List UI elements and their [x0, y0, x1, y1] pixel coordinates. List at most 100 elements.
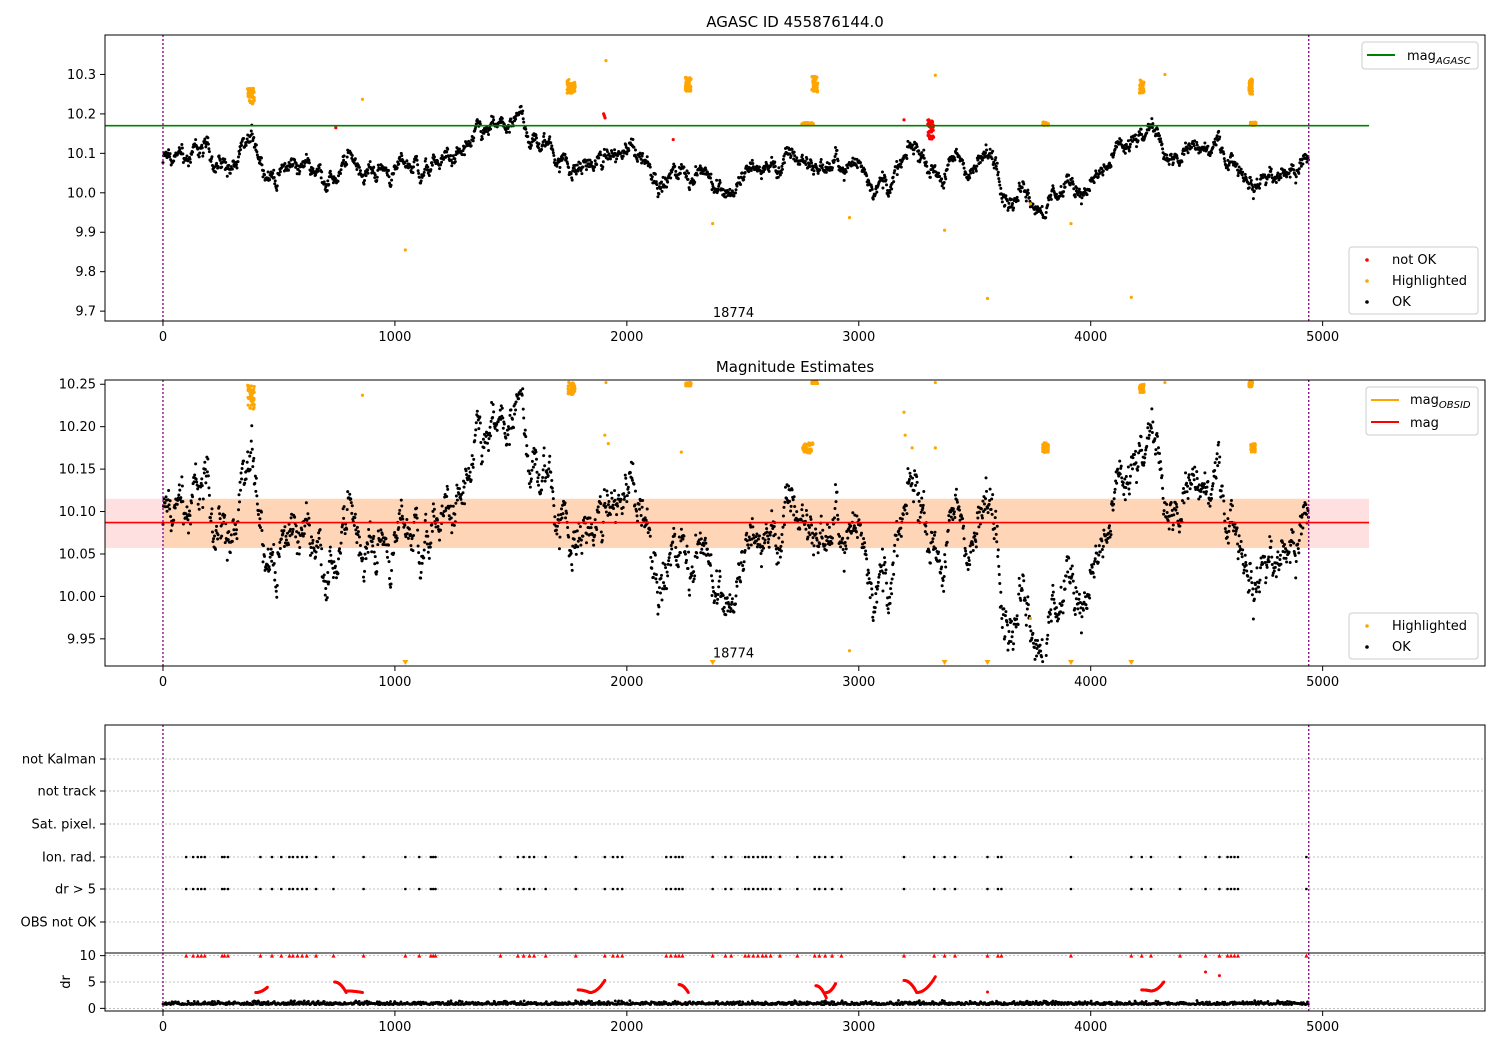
ok-point [980, 514, 984, 518]
ok-point [164, 495, 168, 499]
ok-point [811, 536, 815, 540]
ok-point [910, 481, 914, 485]
ok-point [976, 158, 980, 162]
ok-point [181, 160, 185, 164]
ok-point [343, 532, 347, 536]
ok-point [1010, 635, 1014, 639]
ok-point [1135, 480, 1139, 484]
ok-point [1240, 552, 1244, 556]
ok-point [400, 514, 404, 518]
ok-point [855, 536, 859, 540]
ok-point [667, 556, 671, 560]
ok-point [237, 508, 241, 512]
ok-point [1034, 642, 1038, 646]
ok-point [1024, 195, 1028, 199]
ok-point [429, 541, 433, 545]
ok-point [283, 162, 287, 166]
ok-point [992, 166, 996, 170]
ok-point [976, 516, 980, 520]
ok-point [654, 573, 658, 577]
ok-point [868, 596, 872, 600]
ok-point [1048, 612, 1052, 616]
ok-point [638, 507, 642, 511]
ok-point [974, 539, 978, 543]
ok-point [928, 175, 932, 179]
ok-point [650, 175, 654, 179]
ok-point [324, 586, 328, 590]
ok-point [288, 534, 292, 538]
ok-point [168, 507, 172, 511]
ok-point [1108, 535, 1112, 539]
not-ok-point [927, 120, 931, 125]
ok-point [871, 197, 875, 201]
ok-point [1150, 117, 1154, 121]
ok-point [423, 167, 427, 171]
ok-point [447, 514, 451, 518]
ok-point [1075, 590, 1079, 594]
ok-point [1187, 476, 1191, 480]
ok-point [599, 153, 603, 157]
ok-point [1172, 513, 1176, 517]
ok-point [412, 165, 416, 169]
ok-point [978, 160, 982, 164]
ok-point [982, 502, 986, 506]
ok-point [599, 502, 603, 506]
highlighted-point [568, 82, 572, 86]
ok-point [589, 526, 593, 530]
ok-point [941, 578, 945, 582]
ok-point [745, 531, 749, 535]
highlighted-point [403, 248, 407, 252]
ok-point [239, 471, 243, 475]
ok-point [388, 181, 392, 185]
ok-point [167, 148, 171, 152]
ok-point [994, 164, 998, 168]
ok-point [985, 489, 989, 493]
x-tick-label: 3000 [842, 330, 875, 345]
ok-point [1215, 452, 1219, 456]
ok-point [789, 509, 793, 513]
ok-point [258, 158, 262, 162]
ok-point [980, 158, 984, 162]
ok-point [1122, 493, 1126, 497]
ok-point [1000, 617, 1004, 621]
ok-point [977, 510, 981, 514]
ok-point [550, 144, 554, 148]
ok-point [1029, 629, 1033, 633]
ok-point [1271, 573, 1275, 577]
ok-point [733, 191, 737, 195]
ok-point [750, 158, 754, 162]
ok-point [293, 515, 297, 519]
ok-point [556, 513, 560, 517]
ok-point [184, 512, 188, 516]
ok-point [612, 506, 616, 510]
ok-point [407, 527, 411, 531]
ok-point [888, 601, 892, 605]
ok-point [1267, 560, 1271, 564]
ok-point [440, 154, 444, 158]
ok-point [690, 574, 694, 578]
ok-point [479, 440, 483, 444]
highlighted-point [1139, 88, 1143, 92]
ok-point [273, 182, 277, 186]
ok-point [1165, 510, 1169, 514]
ok-point [1161, 147, 1165, 151]
ok-point [598, 495, 602, 499]
legend-agasc[interactable]: magAGASC [1361, 41, 1479, 70]
ok-point [554, 528, 558, 532]
highlighted-point [1042, 120, 1047, 125]
ok-point [1249, 569, 1253, 573]
ok-point [1278, 553, 1282, 557]
ok-point [1290, 528, 1294, 532]
ok-point [912, 489, 916, 493]
ok-point [250, 424, 254, 428]
ok-point [342, 154, 346, 158]
ok-point [408, 533, 412, 537]
ok-point [892, 180, 896, 184]
ok-point [945, 167, 949, 171]
ok-point [1043, 667, 1046, 670]
ok-point [770, 509, 774, 513]
ok-point [1219, 489, 1223, 493]
ok-point [1221, 494, 1225, 498]
ok-point [961, 158, 965, 162]
legend-status-1[interactable]: not OK Highlighted OK [1348, 246, 1479, 315]
